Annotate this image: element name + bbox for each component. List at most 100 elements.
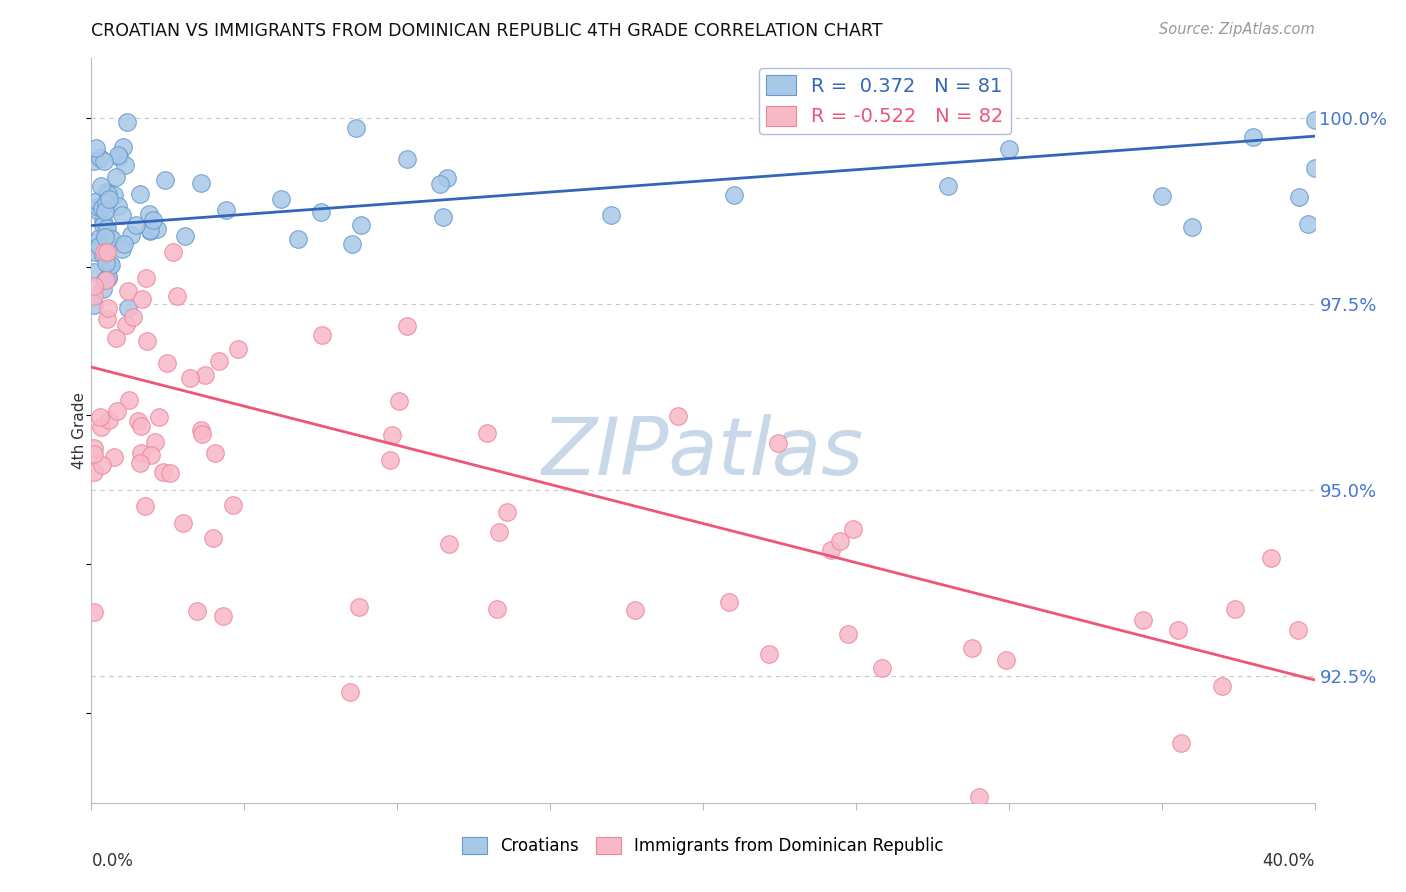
Point — [117, 301, 139, 315]
Point — [201, 531, 224, 545]
Point — [118, 392, 141, 407]
Point — [103, 450, 125, 465]
Point — [93, 153, 115, 168]
Point — [83, 154, 105, 169]
Point — [87, 200, 110, 214]
Point — [114, 158, 136, 172]
Point — [1181, 219, 1204, 234]
Point — [475, 426, 498, 441]
Point — [768, 436, 790, 450]
Point — [131, 419, 153, 434]
Point — [122, 310, 145, 324]
Point — [83, 298, 105, 312]
Point — [94, 204, 117, 219]
Point — [83, 265, 105, 279]
Point — [347, 600, 370, 615]
Point — [496, 504, 519, 518]
Point — [93, 244, 115, 259]
Point — [83, 465, 105, 479]
Point — [138, 207, 160, 221]
Point — [91, 212, 114, 227]
Point — [828, 534, 851, 549]
Point — [120, 228, 142, 243]
Point — [624, 603, 647, 617]
Point — [89, 239, 111, 253]
Point — [396, 153, 419, 167]
Point — [91, 219, 114, 233]
Point — [111, 140, 134, 154]
Point — [83, 605, 105, 619]
Point — [340, 237, 363, 252]
Point — [107, 199, 129, 213]
Point — [870, 661, 893, 675]
Point — [83, 289, 105, 303]
Point — [436, 170, 458, 185]
Point — [1211, 679, 1233, 693]
Point — [166, 289, 188, 303]
Point — [91, 458, 114, 473]
Point — [84, 141, 107, 155]
Point — [142, 213, 165, 227]
Point — [131, 293, 153, 307]
Point — [97, 187, 120, 202]
Text: CROATIAN VS IMMIGRANTS FROM DOMINICAN REPUBLIC 4TH GRADE CORRELATION CHART: CROATIAN VS IMMIGRANTS FROM DOMINICAN RE… — [91, 22, 883, 40]
Point — [998, 142, 1021, 156]
Point — [105, 331, 128, 345]
Point — [837, 627, 859, 641]
Point — [89, 410, 111, 425]
Point — [666, 409, 689, 423]
Point — [1170, 735, 1192, 749]
Point — [995, 653, 1018, 667]
Point — [141, 448, 163, 462]
Point — [191, 427, 214, 442]
Point — [842, 522, 865, 536]
Point — [94, 222, 117, 236]
Point — [91, 282, 114, 296]
Point — [86, 194, 108, 208]
Text: ZIPatlas: ZIPatlas — [541, 414, 865, 491]
Point — [94, 272, 117, 286]
Point — [437, 537, 460, 551]
Point — [94, 256, 117, 270]
Point — [83, 235, 105, 249]
Point — [127, 414, 149, 428]
Point — [129, 456, 152, 470]
Text: Source: ZipAtlas.com: Source: ZipAtlas.com — [1159, 22, 1315, 37]
Point — [960, 640, 983, 655]
Point — [311, 327, 333, 342]
Point — [226, 342, 249, 356]
Point — [135, 271, 157, 285]
Point — [96, 312, 118, 326]
Point — [311, 205, 333, 219]
Point — [96, 220, 118, 235]
Point — [153, 173, 176, 187]
Point — [115, 115, 138, 129]
Point — [98, 230, 121, 244]
Point — [111, 242, 134, 256]
Point — [204, 445, 226, 459]
Point — [87, 231, 110, 245]
Text: 40.0%: 40.0% — [1263, 852, 1315, 870]
Point — [139, 223, 162, 237]
Point — [1298, 217, 1320, 231]
Point — [486, 602, 509, 616]
Point — [148, 409, 170, 424]
Point — [97, 270, 120, 285]
Point — [194, 368, 217, 383]
Point — [94, 185, 117, 199]
Point — [758, 647, 780, 661]
Point — [152, 465, 174, 479]
Point — [83, 244, 105, 259]
Point — [93, 273, 115, 287]
Point — [89, 151, 111, 165]
Point — [600, 208, 623, 222]
Point — [90, 420, 112, 434]
Point — [287, 232, 309, 246]
Point — [103, 187, 125, 202]
Point — [111, 208, 134, 222]
Point — [97, 301, 120, 316]
Point — [1260, 550, 1282, 565]
Point — [105, 169, 128, 184]
Point — [215, 202, 238, 217]
Point — [91, 201, 114, 215]
